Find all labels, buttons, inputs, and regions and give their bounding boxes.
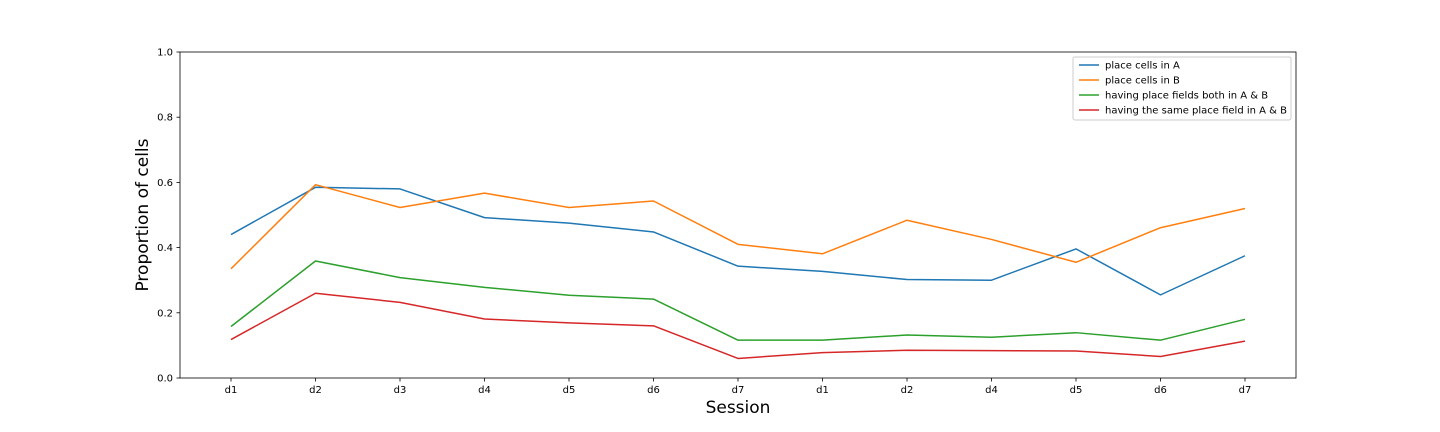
series-layer <box>230 183 1246 360</box>
y-tick-label: 0.4 <box>157 243 173 254</box>
y-axis: 0.0 0.2 0.4 0.6 0.8 1.0 <box>157 48 180 385</box>
series-line-3 <box>230 260 1246 341</box>
x-tick-label: d1 <box>816 385 829 396</box>
y-tick-label: 1.0 <box>157 48 173 59</box>
x-tick-label: d5 <box>1070 385 1083 396</box>
x-tick-label: d7 <box>732 385 745 396</box>
series-line-4 <box>230 292 1246 360</box>
x-tick-label: d3 <box>394 385 407 396</box>
legend-box <box>1072 56 1292 121</box>
y-tick-label: 0.8 <box>157 113 173 124</box>
x-axis-title: Session <box>706 398 771 418</box>
x-tick-label: d2 <box>901 385 914 396</box>
x-tick-label: d6 <box>1154 385 1167 396</box>
x-tick-label: d6 <box>647 385 660 396</box>
series-line-1 <box>230 186 1246 296</box>
series-line-2 <box>230 183 1246 270</box>
x-tick-label: d4 <box>478 385 491 396</box>
legend: place cells in A place cells in B having p… <box>1072 56 1292 121</box>
x-tick-label: d2 <box>309 385 322 396</box>
x-tick-label: d7 <box>1239 385 1252 396</box>
y-tick-label: 0.6 <box>157 178 173 189</box>
legend-label-4: having the same place field in A & B <box>1105 106 1287 117</box>
legend-label-1: place cells in A <box>1105 61 1180 72</box>
legend-label-3: having place fields both in A & B <box>1105 91 1268 102</box>
legend-label-2: place cells in B <box>1105 76 1180 87</box>
x-axis: d1 d2 d3 d4 d5 d6 d7 d1 d2 d4 d5 d6 d7 <box>225 378 1252 396</box>
y-tick-label: 0.0 <box>157 374 173 385</box>
x-tick-label: d5 <box>563 385 576 396</box>
y-axis-title: Proportion of cells <box>133 138 153 291</box>
x-tick-label: d1 <box>225 385 238 396</box>
x-tick-label: d4 <box>985 385 998 396</box>
y-tick-label: 0.2 <box>157 308 173 319</box>
